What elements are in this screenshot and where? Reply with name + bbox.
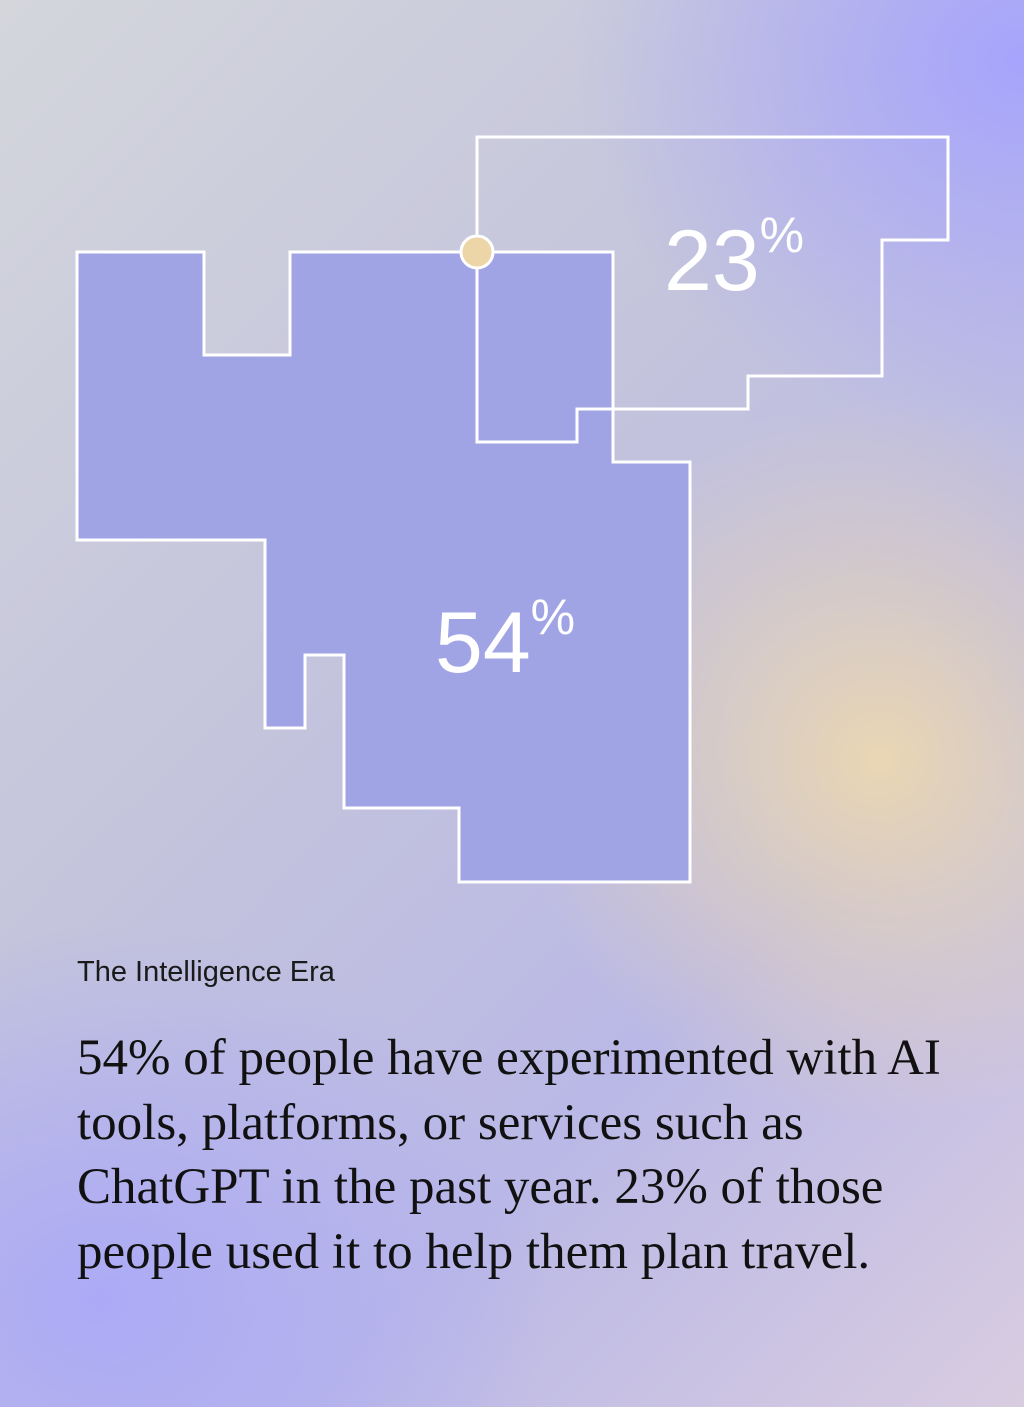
secondary-region-23: [475, 135, 950, 444]
secondary-percent-label: 23%: [664, 207, 804, 309]
primary-region-54: [75, 250, 692, 884]
caption-body: 54% of people have experimented with AI …: [77, 1030, 941, 1280]
intersection-marker: [459, 234, 495, 270]
primary-percent-label: 54%: [435, 589, 575, 691]
kicker-title: The Intelligence Era: [77, 956, 335, 988]
